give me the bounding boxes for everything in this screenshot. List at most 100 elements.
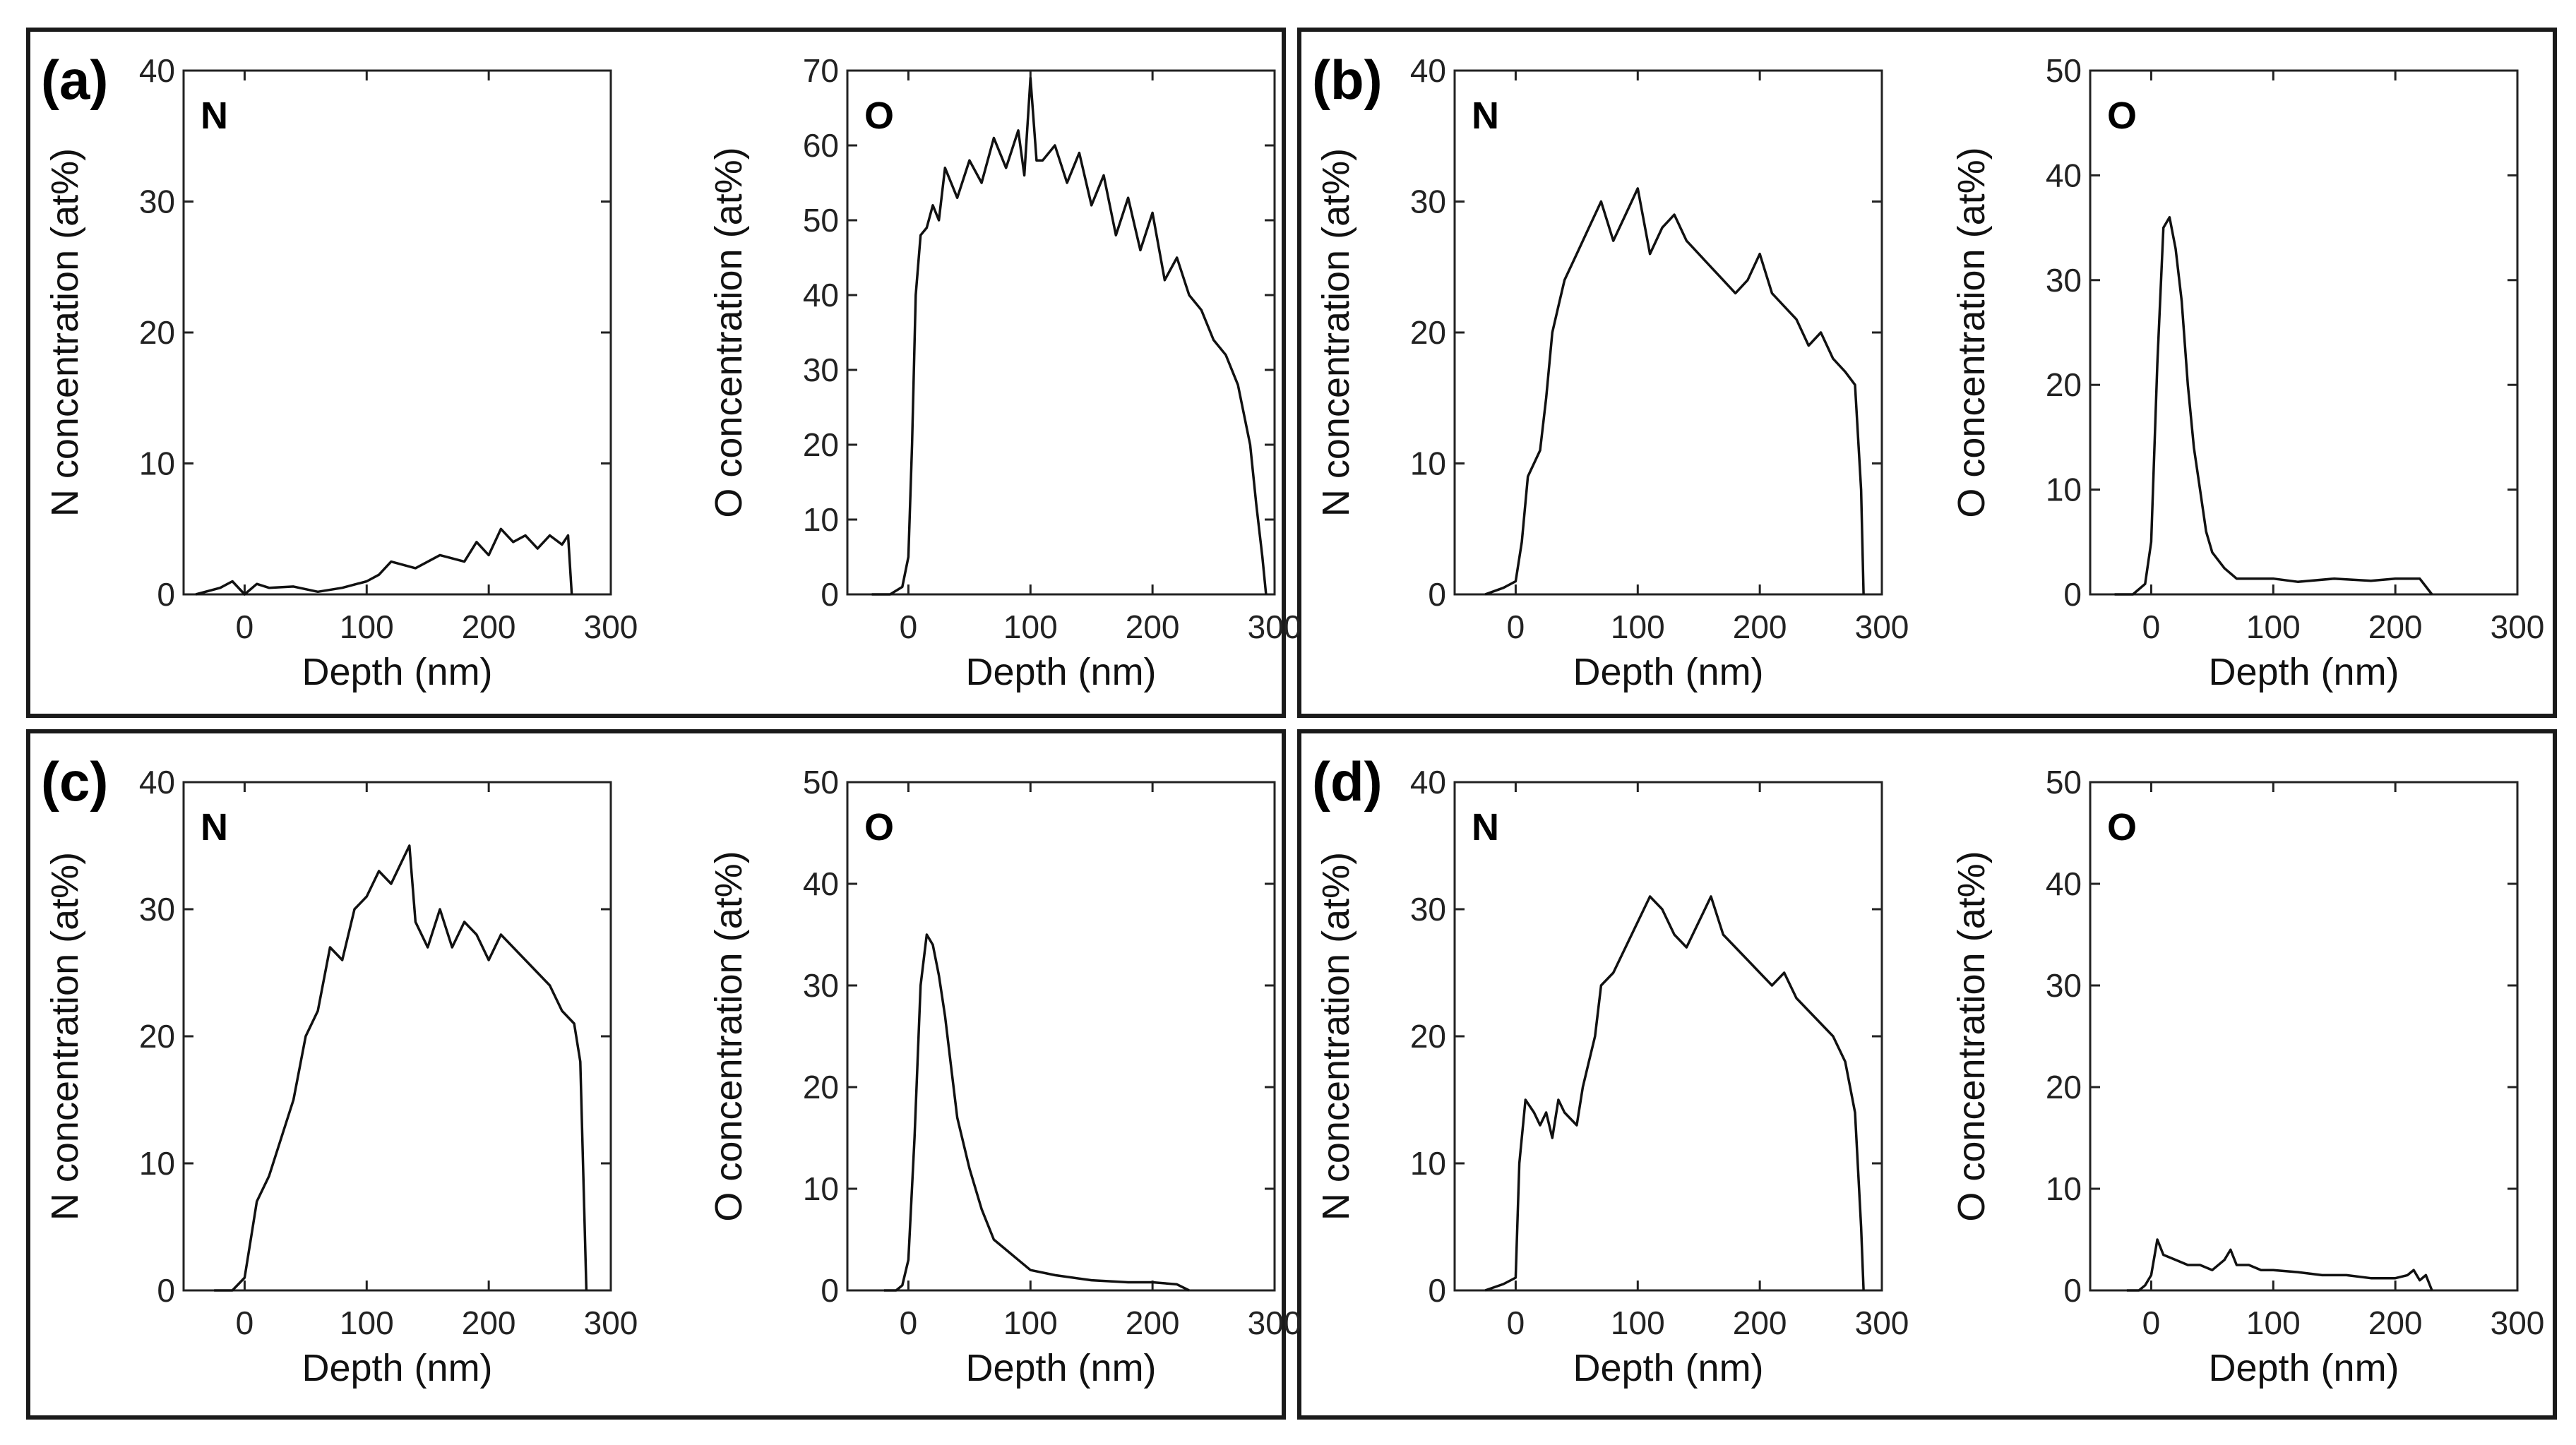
x-tick-label: 200 xyxy=(1126,1305,1180,1341)
y-axis-title: N concentration (at%) xyxy=(44,852,86,1221)
panel-label-d: (d) xyxy=(1312,750,1383,813)
y-tick-label: 10 xyxy=(139,445,175,482)
series-line xyxy=(2114,216,2433,596)
y-tick-label: 0 xyxy=(1428,1272,1446,1309)
subplot-b-n: 0 10 20 30 40 0 100 200 300 Depth (nm) N concentra… xyxy=(1315,52,1909,693)
x-tick-label: 300 xyxy=(584,608,638,645)
subplot-c-n: 0 10 20 30 40 0 100 200 300 Depth (nm) N concentra… xyxy=(44,764,638,1389)
y-tick-label: 30 xyxy=(139,184,175,220)
panel-frame-d xyxy=(1297,729,2557,1420)
panel-label-b: (b) xyxy=(1312,49,1383,111)
x-tick-label: 0 xyxy=(236,1305,254,1341)
y-tick-label: 50 xyxy=(2046,52,2082,89)
x-tick-label: 0 xyxy=(1507,1305,1525,1341)
y-tick-label: 50 xyxy=(803,202,839,239)
series-line xyxy=(195,527,573,596)
y-axis-title: O concentration (at%) xyxy=(708,147,750,517)
x-tick-label: 200 xyxy=(1733,1305,1787,1341)
x-tick-label: 200 xyxy=(2368,608,2423,645)
panel-label-a: (a) xyxy=(41,49,108,111)
y-tick-label: 10 xyxy=(139,1145,175,1182)
x-tick-label: 200 xyxy=(2368,1305,2423,1341)
x-tick-label: 200 xyxy=(1126,608,1180,645)
y-tick-label: 20 xyxy=(1410,1018,1446,1055)
y-tick-label: 40 xyxy=(1410,52,1446,89)
x-tick-label: 300 xyxy=(1248,1305,1302,1341)
x-tick-label: 300 xyxy=(1855,608,1909,645)
element-tag: O xyxy=(2107,95,2137,137)
element-tag: N xyxy=(1472,95,1499,137)
panel-frame-b xyxy=(1297,28,2557,718)
plot-frame xyxy=(1453,69,1883,596)
subplot-d-o: 0 10 20 30 40 50 0 100 200 300 Depth (nm) O concent… xyxy=(1950,764,2544,1389)
y-tick-label: 40 xyxy=(803,277,839,313)
element-tag: O xyxy=(864,806,894,849)
x-axis-title: Depth (nm) xyxy=(1573,651,1763,693)
plot-frame xyxy=(2089,69,2519,596)
y-tick-label: 70 xyxy=(803,52,839,89)
x-axis-title: Depth (nm) xyxy=(2208,1347,2399,1389)
series-line xyxy=(1484,187,1865,596)
y-axis-title: O concentration (at%) xyxy=(1950,147,1993,517)
y-axis-title: N concentration (at%) xyxy=(1315,148,1357,517)
y-tick-label: 40 xyxy=(1410,764,1446,801)
y-tick-label: 10 xyxy=(1410,445,1446,482)
x-tick-label: 0 xyxy=(1507,608,1525,645)
y-tick-label: 30 xyxy=(803,352,839,388)
element-tag: N xyxy=(201,806,228,849)
x-tick-label: 300 xyxy=(1855,1305,1909,1341)
y-tick-label: 30 xyxy=(803,967,839,1004)
panel-frame-c xyxy=(26,729,1286,1420)
y-tick-label: 0 xyxy=(821,1272,839,1309)
y-tick-label: 0 xyxy=(157,1272,175,1309)
plot-frame xyxy=(182,781,612,1292)
x-axis-title: Depth (nm) xyxy=(2208,651,2399,693)
plot-frame xyxy=(2089,781,2519,1292)
series-line xyxy=(883,933,1190,1292)
x-tick-label: 0 xyxy=(2142,1305,2161,1341)
x-tick-label: 200 xyxy=(462,1305,516,1341)
y-tick-label: 40 xyxy=(139,52,175,89)
y-tick-label: 10 xyxy=(2046,1170,2082,1207)
series-line xyxy=(2126,1238,2433,1292)
y-tick-label: 10 xyxy=(803,501,839,538)
x-tick-label: 0 xyxy=(900,608,918,645)
y-axis-title: N concentration (at%) xyxy=(1315,852,1357,1221)
x-axis-title: Depth (nm) xyxy=(965,651,1156,693)
x-tick-label: 100 xyxy=(1003,608,1058,645)
series-line xyxy=(214,844,588,1292)
element-tag: N xyxy=(1472,806,1499,849)
y-tick-label: 50 xyxy=(803,764,839,801)
x-tick-label: 300 xyxy=(584,1305,638,1341)
x-axis-title: Depth (nm) xyxy=(302,651,492,693)
x-axis-title: Depth (nm) xyxy=(302,1347,492,1389)
y-tick-label: 40 xyxy=(803,865,839,902)
x-tick-label: 100 xyxy=(340,608,394,645)
series-line xyxy=(1484,895,1865,1292)
y-tick-label: 30 xyxy=(1410,891,1446,928)
panel-label-c: (c) xyxy=(41,750,108,813)
x-axis-title: Depth (nm) xyxy=(965,1347,1156,1389)
y-axis-title: N concentration (at%) xyxy=(44,148,86,517)
element-tag: N xyxy=(201,95,228,137)
x-tick-label: 0 xyxy=(900,1305,918,1341)
y-tick-label: 30 xyxy=(1410,184,1446,220)
element-tag: O xyxy=(864,95,894,137)
y-tick-label: 20 xyxy=(2046,366,2082,403)
y-tick-label: 40 xyxy=(2046,865,2082,902)
y-tick-label: 20 xyxy=(139,1018,175,1055)
y-tick-label: 0 xyxy=(1428,576,1446,613)
x-tick-label: 100 xyxy=(1611,608,1665,645)
x-tick-label: 300 xyxy=(1248,608,1302,645)
y-tick-label: 10 xyxy=(1410,1145,1446,1182)
y-tick-label: 30 xyxy=(2046,967,2082,1004)
y-tick-label: 40 xyxy=(2046,157,2082,193)
x-tick-label: 0 xyxy=(236,608,254,645)
y-tick-label: 20 xyxy=(2046,1069,2082,1105)
subplot-a-n: 0 10 20 30 40 0 100 200 300 Depth (nm) N concentra… xyxy=(44,52,638,693)
x-tick-label: 200 xyxy=(1733,608,1787,645)
y-tick-label: 10 xyxy=(803,1170,839,1207)
y-tick-label: 40 xyxy=(139,764,175,801)
